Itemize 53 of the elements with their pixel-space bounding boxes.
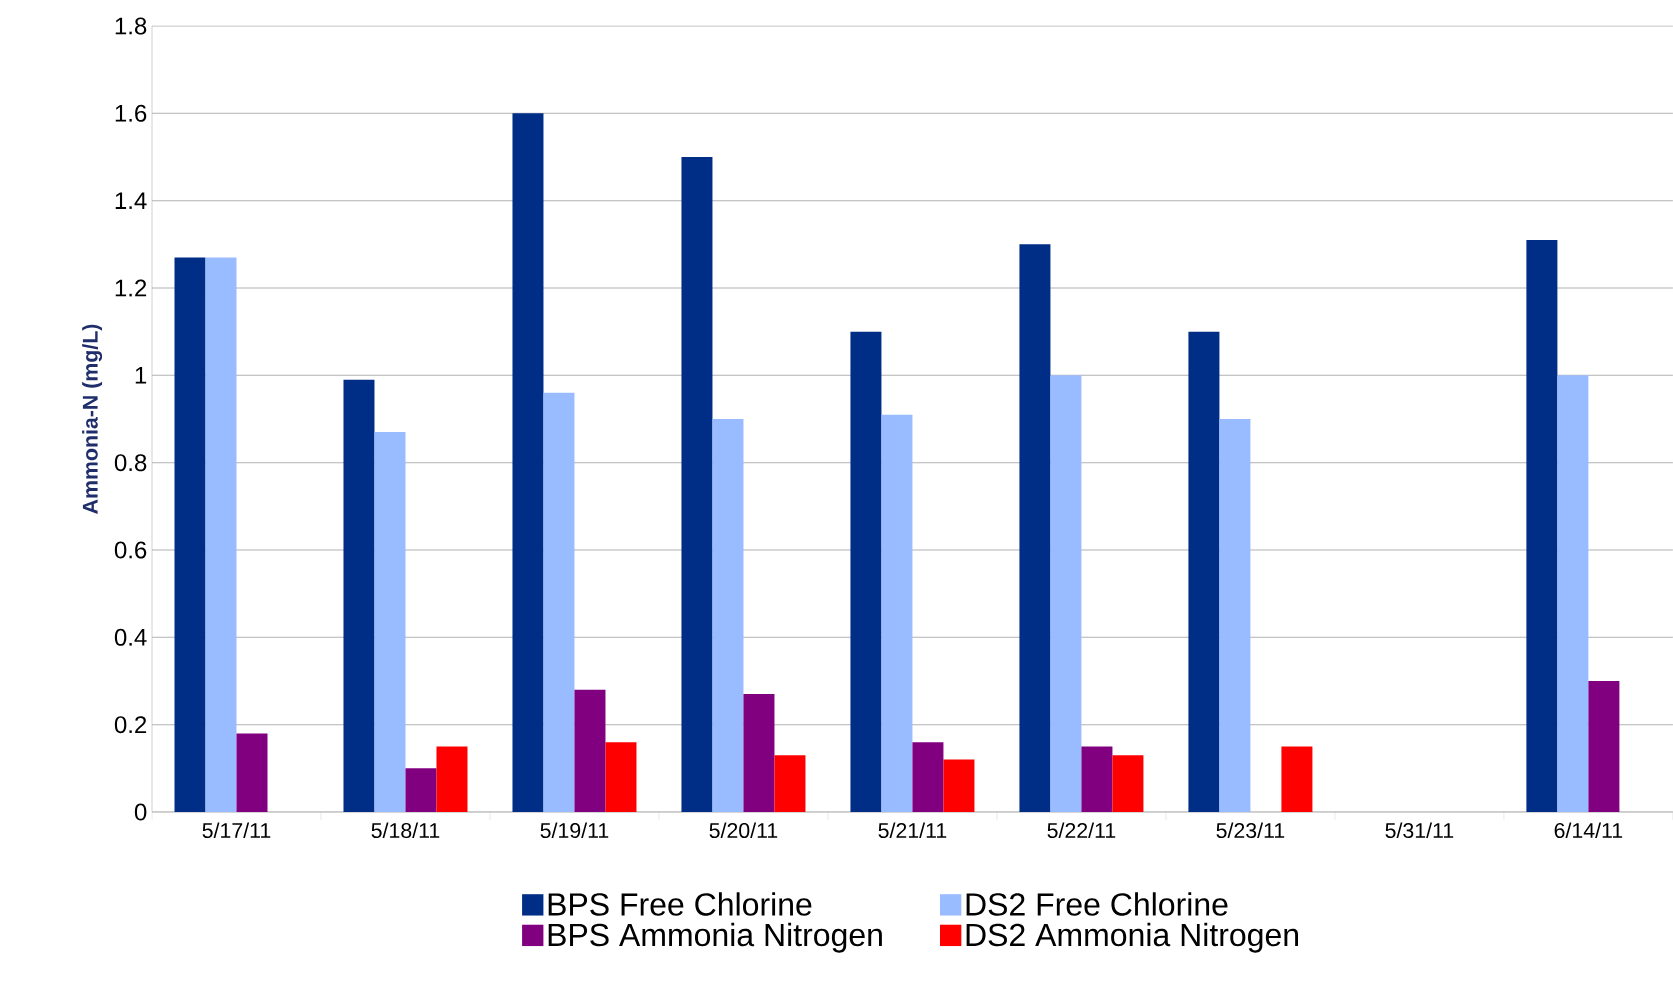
bar <box>436 746 468 812</box>
bar <box>1112 755 1144 812</box>
y-tick-label: 1.6 <box>115 104 147 122</box>
bar <box>605 742 637 812</box>
legend-label: DS2 Free Chlorine <box>966 892 1228 916</box>
bar <box>1526 239 1558 812</box>
x-tick-label: 5/19/11 <box>540 822 609 839</box>
y-tick-label: 0.2 <box>114 716 147 734</box>
x-tick-label: 5/17/11 <box>202 822 271 839</box>
y-tick-label: 1.4 <box>115 192 147 209</box>
bar <box>205 257 237 812</box>
bar <box>1281 746 1313 812</box>
bar <box>1588 681 1620 812</box>
bar <box>1081 746 1113 812</box>
x-tick-label: 5/21/11 <box>878 822 947 839</box>
y-tick-label: 1.8 <box>115 17 147 35</box>
bar <box>343 379 375 812</box>
bar <box>943 759 975 812</box>
bar <box>374 432 406 812</box>
x-tick-label: 5/23/11 <box>1216 822 1285 839</box>
bar <box>712 419 744 812</box>
x-tick-label: 5/20/11 <box>709 822 778 839</box>
y-axis-title: Ammonia-N (mg/L) <box>82 324 103 514</box>
x-tick-label: 5/31/11 <box>1385 822 1454 839</box>
x-tick-label: 6/14/11 <box>1554 822 1623 839</box>
y-tick-label: 0 <box>134 803 147 821</box>
x-tick-label: 5/18/11 <box>371 822 440 839</box>
bar <box>850 331 882 812</box>
x-tick-label: 5/22/11 <box>1047 822 1116 839</box>
bar <box>681 156 713 812</box>
bar <box>405 768 437 812</box>
legend-label: BPS Ammonia Nitrogen <box>548 922 882 953</box>
bar <box>774 755 806 812</box>
y-tick-label: 0.6 <box>114 541 147 559</box>
bar <box>1050 375 1082 812</box>
bar <box>881 414 913 812</box>
bar <box>743 694 775 812</box>
y-tick-label: 1.2 <box>115 279 147 297</box>
bar <box>1188 331 1220 812</box>
legend-label: BPS Free Chlorine <box>548 892 812 916</box>
y-tick-label: 1 <box>135 367 147 384</box>
bar <box>912 742 944 812</box>
legend-label: DS2 Ammonia Nitrogen <box>966 922 1298 953</box>
bar <box>236 733 268 812</box>
bar <box>1557 375 1589 812</box>
y-tick-label: 0.4 <box>114 628 147 646</box>
bar <box>512 113 544 812</box>
bar <box>1219 419 1251 812</box>
bar <box>1019 244 1051 812</box>
y-tick-label: 0.8 <box>114 454 147 472</box>
bar <box>574 689 606 812</box>
bar <box>543 392 575 812</box>
bar <box>174 257 206 812</box>
